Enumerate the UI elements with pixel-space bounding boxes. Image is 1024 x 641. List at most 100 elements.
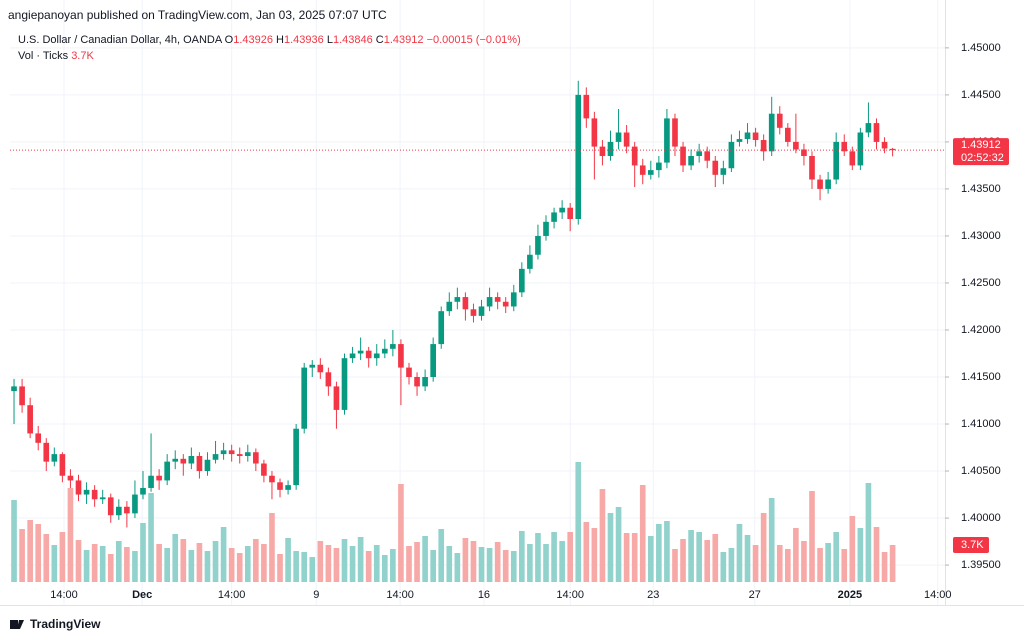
x-tick-label: 27 [749, 589, 761, 601]
candle-body [825, 179, 831, 189]
candle-body [486, 297, 493, 307]
last-price-label: 1.43912 [961, 139, 1001, 151]
candle-body [446, 301, 453, 312]
candle-body [591, 118, 598, 147]
candle-body [236, 454, 243, 456]
candle-body [414, 376, 420, 387]
ohlc-key: H [276, 34, 284, 46]
volume-bar [728, 548, 735, 582]
candle-body [833, 141, 840, 180]
candle-body [381, 348, 388, 354]
ohlc-value: 1.43846 [332, 34, 373, 46]
volume-bar [406, 546, 412, 582]
candle-body [752, 132, 759, 141]
tv-logo [10, 620, 24, 629]
candle-body [664, 118, 670, 163]
candle-body [639, 165, 646, 175]
volume-bar [527, 544, 533, 582]
candle-body [11, 386, 17, 392]
volume-bar [43, 534, 50, 582]
volume-bar [833, 532, 840, 582]
volume-bar [559, 541, 565, 582]
volume-bar [825, 543, 831, 582]
volume-bar [196, 543, 203, 582]
volume-bar [180, 539, 187, 582]
candle-body [647, 170, 654, 175]
ohlc-key: O [224, 34, 234, 46]
volume-bar [680, 539, 686, 582]
volume-bar [75, 540, 82, 582]
volume-bar [373, 545, 380, 582]
candle-body [857, 132, 864, 166]
candle-body [688, 156, 694, 166]
candle-body [59, 454, 66, 476]
candle-body [607, 141, 614, 157]
x-tick-label: 14:00 [218, 589, 246, 601]
volume-bar [124, 547, 130, 582]
volume-bar [19, 529, 25, 582]
volume-bar [760, 513, 767, 582]
volume-bar [99, 546, 106, 582]
candle-body [19, 386, 25, 406]
y-tick-label: 1.44500 [961, 89, 1001, 101]
candle-body [736, 139, 743, 142]
volume-bar [494, 542, 501, 582]
volume-bar [623, 533, 630, 582]
candle-body [672, 118, 678, 147]
volume-bar [414, 542, 420, 582]
legend-line: U.S. Dollar / Canadian Dollar, 4h, OANDA… [18, 34, 521, 46]
volume-legend: Vol · Ticks 3.7K [18, 50, 94, 62]
candle-body [317, 364, 324, 373]
y-tick-label: 1.40500 [961, 465, 1001, 477]
ohlc-value: 1.43926 [233, 34, 273, 46]
last-price-box [953, 138, 1009, 166]
candle-body [124, 506, 130, 514]
candle-body [349, 353, 356, 359]
candle-body [140, 487, 146, 495]
ohlc-value: 1.43936 [284, 34, 324, 46]
volume-bar [583, 522, 590, 582]
y-tick-label: 1.41500 [961, 371, 1001, 383]
volume-bar [793, 528, 799, 582]
candle-body [115, 506, 122, 516]
volume-title: Vol · Ticks [18, 50, 69, 62]
candle-body [390, 344, 396, 349]
candle-body [680, 146, 686, 166]
candle-body [180, 458, 187, 464]
candle-body [720, 168, 727, 175]
candle-body [712, 160, 719, 175]
volume-bar [712, 534, 719, 582]
candle-body [253, 452, 259, 464]
volume-bar [752, 545, 759, 582]
volume-bar [591, 528, 598, 582]
volume-bar [261, 544, 267, 582]
volume-bar [510, 551, 517, 582]
volume-bar [253, 539, 259, 582]
volume-bar [59, 532, 66, 582]
change: −0.00015 (−0.01%) [426, 34, 521, 46]
volume-bar [422, 536, 428, 582]
x-tick-label: Dec [132, 589, 152, 601]
volume-bar [519, 531, 525, 582]
volume-bar [454, 553, 461, 582]
volume-bar [325, 545, 332, 582]
y-tick-label: 1.43000 [961, 230, 1001, 242]
candle-body [494, 297, 501, 302]
volume-bar [446, 546, 453, 582]
volume-value-box [953, 537, 989, 553]
candle-body [301, 367, 308, 429]
volume-bar [744, 535, 751, 582]
volume-bar [51, 545, 58, 582]
symbol-title: U.S. Dollar / Canadian Dollar, 4h, OANDA [18, 34, 222, 46]
volume-bar [873, 527, 880, 582]
candle-body [277, 482, 283, 490]
candle-body [156, 475, 162, 481]
volume-bar [656, 524, 662, 582]
volume-bar [309, 557, 316, 582]
candle-body [228, 450, 235, 455]
candle-body [478, 306, 485, 316]
x-tick-label: 14:00 [556, 589, 584, 601]
volume-bar [236, 553, 243, 582]
